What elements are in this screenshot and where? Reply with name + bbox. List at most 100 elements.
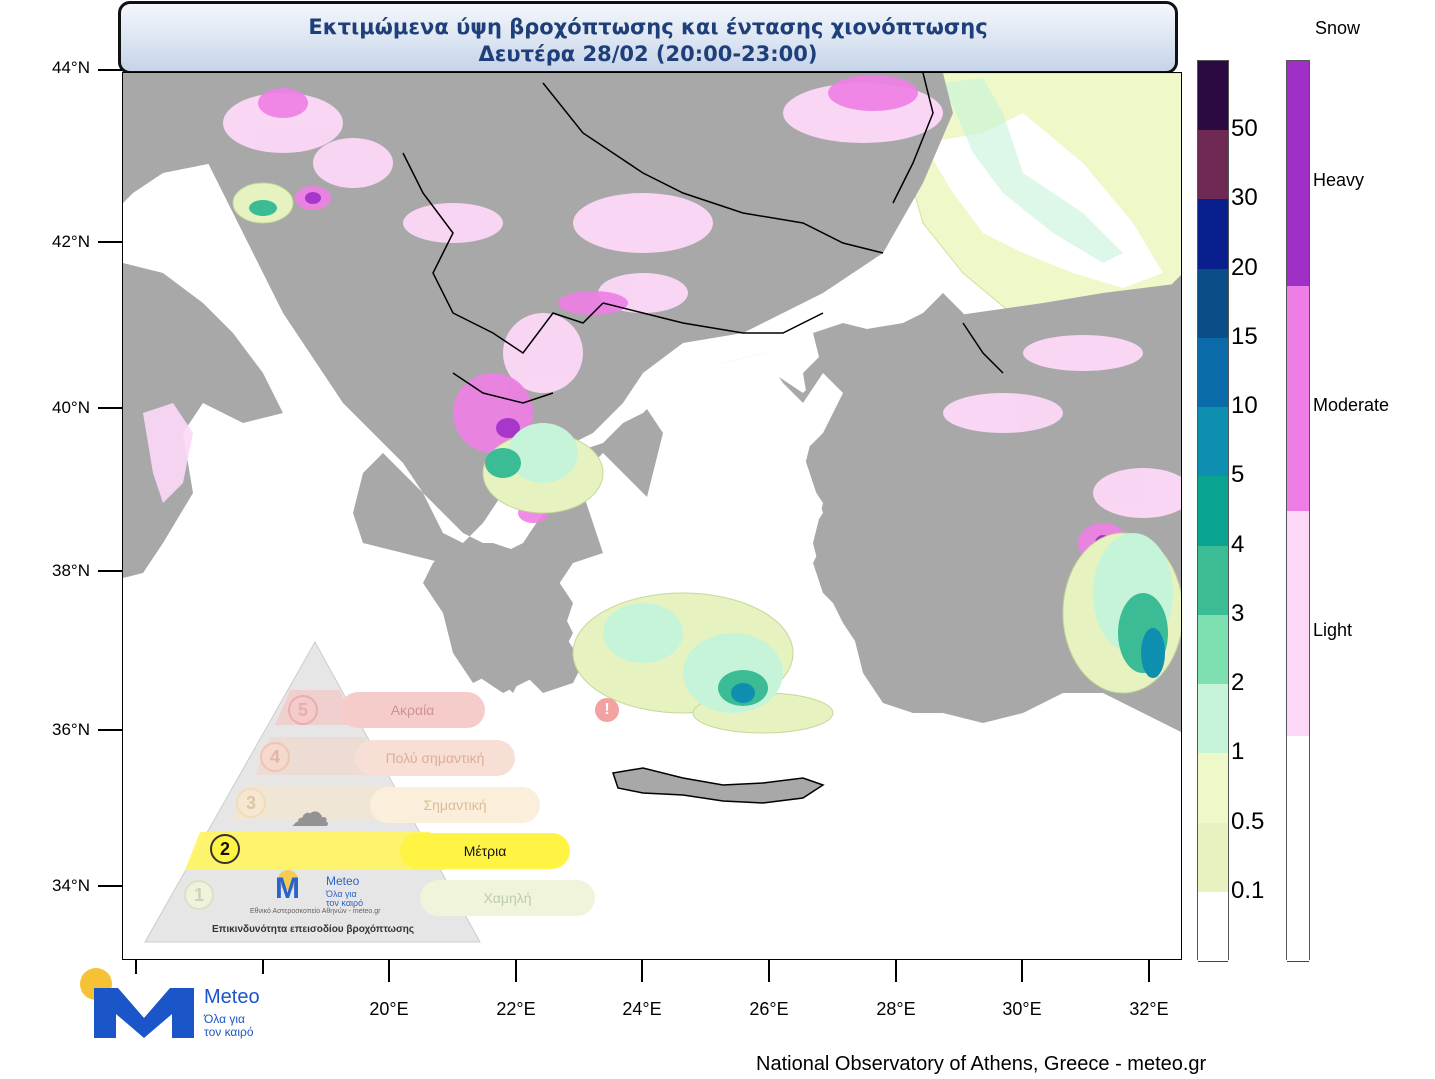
map-title-line1: Εκτιμώμενα ύψη βροχόπτωσης και έντασης χ… <box>308 15 988 39</box>
logo-tagline2: τον καιρό <box>204 1025 254 1039</box>
aegean-sea <box>643 353 843 643</box>
lat-label-36: 36°N <box>52 720 90 739</box>
pyramid-level-3-label: Σημαντική <box>370 787 540 823</box>
lon-tick <box>135 960 137 974</box>
pyramid-level-5-label: Ακραία <box>340 692 485 728</box>
snow-colorbar-segment <box>1287 61 1309 287</box>
rain-colorbar-label: 2 <box>1231 669 1245 697</box>
lat-label-44: 44°N <box>52 58 90 77</box>
lon-tick <box>388 960 390 982</box>
lat-label-38: 38°N <box>52 561 90 580</box>
pyramid-level-4-label: Πολύ σημαντική <box>355 740 515 776</box>
lon-tick <box>895 960 897 982</box>
lat-label-42: 42°N <box>52 232 90 251</box>
lat-label-34: 34°N <box>52 876 90 895</box>
rain-colorbar-segment <box>1198 684 1228 755</box>
precipitation-map <box>123 73 1181 804</box>
map-area[interactable] <box>122 72 1182 960</box>
rain-colorbar-label: 1 <box>1231 738 1245 766</box>
rain-colorbar-segment <box>1198 199 1228 270</box>
rain-colorbar-label: 5 <box>1231 461 1245 489</box>
pyramid-logo-m-icon: M <box>275 872 300 905</box>
rain-colorbar-segment <box>1198 476 1228 547</box>
logo-m-icon <box>94 988 194 1038</box>
land-peloponnese <box>423 543 583 693</box>
lon-label-22: 22°E <box>496 999 536 1019</box>
rain-colorbar-label: 0.1 <box>1231 876 1265 904</box>
rain-area-blacksea-green <box>943 78 1123 263</box>
rain-colorbar-label: 3 <box>1231 599 1245 627</box>
map-title-line2: Δευτέρα 28/02 (20:00-23:00) <box>478 42 818 66</box>
lat-tick <box>98 570 122 572</box>
rain-colorbar-segment <box>1198 753 1228 824</box>
rain-colorbar-label: 50 <box>1231 115 1258 143</box>
country-borders <box>402 73 1004 404</box>
land-crete <box>612 767 825 804</box>
rain-colorbar-segment <box>1198 407 1228 478</box>
logo-name: Meteo <box>204 986 260 1008</box>
pyramid-level-4-badge: 4 <box>260 742 290 772</box>
lon-tick <box>1021 960 1023 982</box>
pyramid-logo-tag2: τον καιρό <box>326 898 364 908</box>
pyramid-caption: Επικινδυνότητα επεισοδίου βροχόπτωσης <box>212 924 415 935</box>
rain-colorbar-label: 4 <box>1231 530 1245 558</box>
lat-tick <box>98 407 122 409</box>
map-title-box: Εκτιμώμενα ύψη βροχόπτωσης και έντασης χ… <box>118 1 1178 74</box>
rain-colorbar-label: 20 <box>1231 253 1258 281</box>
lon-tick <box>768 960 770 982</box>
snow-colorbar-segment <box>1287 736 1309 962</box>
lat-tick <box>98 69 122 71</box>
pyramid-institute: Εθνικό Αστεροσκοπείο Αθηνών - meteo.gr <box>250 908 381 915</box>
lat-label-40: 40°N <box>52 398 90 417</box>
pyramid-logo-tag1: Όλα για <box>326 889 357 899</box>
lat-tick <box>98 885 122 887</box>
rain-colorbar-segment <box>1198 822 1228 893</box>
rain-colorbar-segment <box>1198 891 1228 962</box>
pyramid-level-1-label: Χαμηλή <box>420 880 595 916</box>
pyramid-level-3-badge: 3 <box>236 788 266 818</box>
pyramid-level-2-badge: 2 <box>210 834 240 864</box>
pyramid-level-1-badge: 1 <box>184 880 214 910</box>
rain-colorbar-segment <box>1198 61 1228 132</box>
lon-label-28: 28°E <box>876 999 916 1019</box>
rain-colorbar-segment <box>1198 545 1228 616</box>
rain-colorbar <box>1197 60 1229 962</box>
lon-label-24: 24°E <box>622 999 662 1019</box>
logo-tagline1: Όλα για <box>204 1012 245 1026</box>
meteo-logo: Meteo Όλα για τον καιρό <box>80 968 310 1040</box>
rain-colorbar-segment <box>1198 337 1228 409</box>
rain-colorbar-label: 30 <box>1231 184 1258 212</box>
lat-tick <box>98 241 122 243</box>
footer-credit: National Observatory of Athens, Greece -… <box>756 1053 1207 1075</box>
rain-cloud-icon: ☁ <box>290 790 330 836</box>
lon-label-30: 30°E <box>1002 999 1042 1019</box>
snow-colorbar <box>1286 60 1310 962</box>
lon-label-26: 26°E <box>749 999 789 1019</box>
lon-tick <box>1148 960 1150 982</box>
risk-pyramid-inset: Ακραία Πολύ σημαντική Σημαντική Μέτρια Χ… <box>140 640 619 945</box>
lon-label-32: 32°E <box>1129 999 1169 1019</box>
lon-tick <box>515 960 517 982</box>
snow-colorbar-segment <box>1287 511 1309 737</box>
pyramid-level-2-label: Μέτρια <box>400 833 570 869</box>
rain-colorbar-label: 0.5 <box>1231 807 1265 835</box>
rain-colorbar-segment <box>1198 614 1228 686</box>
rain-intense-areas <box>731 628 1165 703</box>
rain-colorbar-segment <box>1198 130 1228 201</box>
lon-tick <box>262 960 264 974</box>
rain-italy <box>143 403 193 503</box>
rain-colorbar-segment <box>1198 268 1228 339</box>
pyramid-level-5-badge: 5 <box>288 695 318 725</box>
snow-label-heavy: Heavy <box>1313 170 1365 190</box>
lon-label-20: 20°E <box>369 999 409 1019</box>
snow-label-moderate: Moderate <box>1313 395 1390 415</box>
lat-tick <box>98 729 122 731</box>
snow-colorbar-segment <box>1287 286 1309 512</box>
snow-colorbar-title: Snow <box>1315 18 1361 38</box>
rain-colorbar-label: 15 <box>1231 322 1258 350</box>
snow-label-light: Light <box>1313 620 1353 640</box>
warning-icon: ! <box>595 698 619 722</box>
pyramid-logo-sun-icon <box>278 870 298 890</box>
rain-colorbar-label: 10 <box>1231 392 1258 420</box>
lon-tick <box>641 960 643 982</box>
